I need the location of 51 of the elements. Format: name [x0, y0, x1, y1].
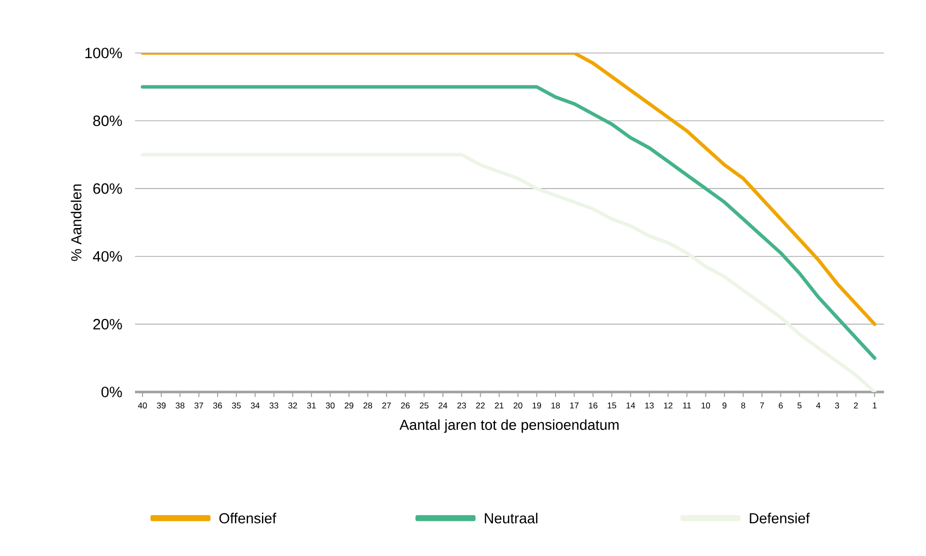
x-tick-label: 29 [344, 402, 354, 408]
x-tick-label: 26 [401, 402, 410, 408]
x-tick-label: 4 [816, 402, 820, 408]
x-tick-label: 30 [326, 402, 335, 408]
y-tick-label: 40% [92, 251, 122, 262]
x-tick-label: 7 [760, 402, 764, 408]
legend-label: Defensief [750, 512, 810, 524]
legend-label: Offensief [219, 512, 276, 524]
x-tick-label: 12 [664, 402, 672, 408]
x-tick-label: 13 [645, 402, 654, 408]
y-tick-label: 0% [101, 386, 122, 398]
x-tick-label: 27 [382, 402, 391, 408]
x-tick-label: 18 [551, 402, 560, 408]
x-tick-label: 37 [194, 402, 204, 408]
x-tick-label: 28 [363, 402, 372, 408]
x-tick-label: 17 [570, 402, 579, 408]
x-tick-label: 40 [138, 402, 147, 408]
x-tick-label: 34 [250, 402, 260, 408]
x-tick-label: 14 [626, 402, 636, 408]
x-tick-label: 36 [213, 402, 222, 408]
x-tick-label: 31 [307, 402, 316, 408]
x-tick-label: 8 [741, 402, 746, 408]
x-tick-label: 11 [683, 402, 691, 408]
x-tick-label: 16 [588, 402, 598, 408]
x-tick-label: 38 [176, 402, 184, 408]
x-tick-label: 6 [778, 402, 783, 408]
x-tick-label: 32 [288, 402, 297, 408]
x-tick-label: 35 [232, 402, 241, 408]
x-tick-label: 39 [156, 402, 166, 408]
y-tick-label: 100% [85, 48, 122, 58]
x-tick-label: 33 [270, 402, 278, 408]
x-tick-label: 9 [722, 402, 726, 408]
x-axis-title: Aantal jaren tot de pensioendatum [400, 419, 619, 433]
x-tick-label: 24 [438, 402, 448, 408]
x-tick-label: 3 [835, 402, 840, 408]
y-tick-label: 60% [93, 183, 122, 194]
x-tick-label: 10 [702, 402, 710, 408]
x-tick-label: 19 [532, 402, 542, 408]
x-tick-label: 1 [872, 402, 877, 408]
x-tick-label: 23 [457, 402, 466, 408]
y-tick-label: 80% [93, 115, 122, 126]
x-tick-label: 21 [494, 402, 504, 408]
x-tick-label: 5 [798, 402, 802, 408]
legend-label: Neutraal [484, 512, 538, 524]
y-tick-label: 20% [93, 318, 122, 330]
x-tick-label: 20 [514, 402, 522, 408]
y-axis-title: % Aandelen [70, 184, 82, 261]
x-tick-label: 15 [608, 402, 616, 408]
x-tick-label: 25 [420, 402, 428, 408]
x-tick-label: 22 [476, 402, 485, 408]
x-tick-label: 2 [854, 402, 858, 408]
